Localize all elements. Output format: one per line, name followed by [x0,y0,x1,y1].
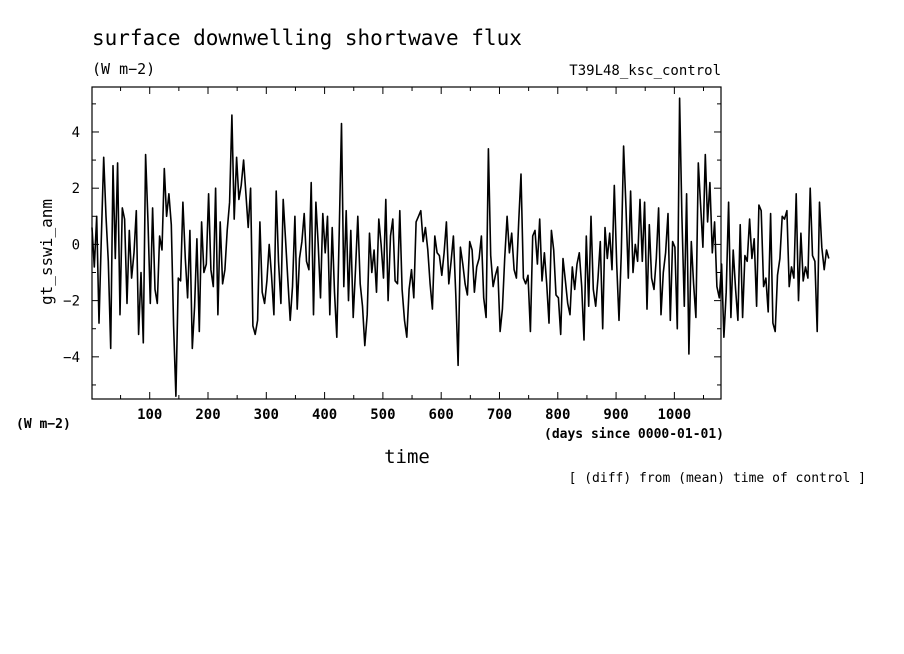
y-tick-label: −4 [63,350,80,366]
x-tick-label: 1000 [658,407,692,423]
x-axis-units: (days since 0000-01-01) [544,427,724,442]
series-line [91,97,830,397]
title-units: (W m−2) [92,60,155,78]
experiment-label: T39L48_ksc_control [569,63,721,79]
x-tick-label: 200 [195,407,220,423]
x-tick-label: 700 [487,407,512,423]
y-ticks: −4 −2 0 2 4 [63,103,721,386]
x-tick-label: 100 [137,407,162,423]
x-tick-label: 900 [603,407,628,423]
y-axis-units: (W m−2) [16,417,71,432]
x-tick-label: 600 [429,407,454,423]
diff-note: [ (diff) from (mean) time of control ] [569,471,866,486]
x-axis-label: time [384,446,430,468]
y-tick-label: 0 [72,237,80,253]
y-tick-label: 4 [72,125,80,141]
chart-title: surface downwelling shortwave flux [92,26,522,50]
x-tick-label: 800 [545,407,570,423]
y-tick-label: 2 [72,181,80,197]
x-tick-label: 400 [312,407,337,423]
y-tick-label: −2 [63,294,80,310]
x-tick-label: 500 [370,407,395,423]
plot-frame [91,86,722,400]
x-ticks: 100 200 300 400 500 600 700 800 900 1000 [120,87,705,423]
y-axis-label: gt_sswi_anm [37,199,56,305]
x-tick-label: 300 [254,407,279,423]
